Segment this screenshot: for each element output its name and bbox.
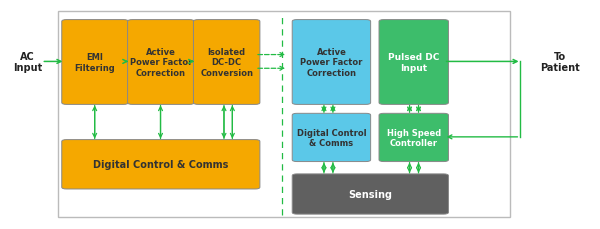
Text: To
Patient: To Patient [541, 51, 580, 73]
Text: Sensing: Sensing [349, 189, 392, 199]
Text: EMI
Filtering: EMI Filtering [74, 53, 115, 72]
FancyBboxPatch shape [292, 174, 448, 214]
FancyBboxPatch shape [62, 20, 128, 105]
Text: Pulsed DC
Input: Pulsed DC Input [388, 53, 439, 72]
Text: High Speed
Controller: High Speed Controller [386, 128, 441, 147]
Text: AC
Input: AC Input [13, 51, 42, 73]
Text: Active
Power Factor
Correction: Active Power Factor Correction [130, 48, 192, 78]
Text: Digital Control & Comms: Digital Control & Comms [93, 160, 229, 169]
FancyBboxPatch shape [379, 114, 448, 162]
FancyBboxPatch shape [58, 12, 509, 217]
Text: Active
Power Factor
Correction: Active Power Factor Correction [300, 48, 362, 78]
FancyBboxPatch shape [62, 140, 260, 189]
FancyBboxPatch shape [292, 20, 371, 105]
FancyBboxPatch shape [292, 114, 371, 162]
Text: Digital Control
& Comms: Digital Control & Comms [296, 128, 366, 147]
Text: Isolated
DC-DC
Conversion: Isolated DC-DC Conversion [200, 48, 253, 78]
FancyBboxPatch shape [128, 20, 194, 105]
FancyBboxPatch shape [193, 20, 260, 105]
FancyBboxPatch shape [379, 20, 448, 105]
